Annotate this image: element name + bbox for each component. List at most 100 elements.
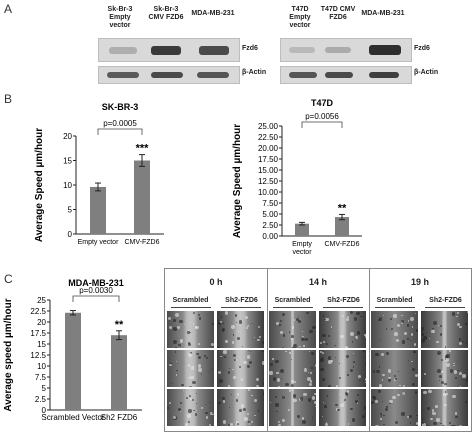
micrograph-image: [217, 311, 264, 348]
actin-label: β-Actin: [414, 69, 439, 76]
mda-mb-231-chart: MDA-MB-231 Average speed µm/hour 0 2.5 5 7.5 1…: [3, 278, 142, 422]
fzd6-blot-left: [98, 38, 240, 62]
timepoint-label: 0 h: [209, 277, 223, 287]
y-tick-label: 15: [37, 340, 46, 349]
bar: [295, 223, 309, 236]
y-axis-label: Average Speed µm/hour: [34, 128, 45, 242]
micrograph-image: [269, 389, 316, 426]
significance-marker: ***: [136, 143, 150, 155]
micrograph-image: [421, 389, 468, 426]
micrograph-image: [371, 311, 418, 348]
lane-label: MDA-MB-231: [191, 10, 235, 17]
actin-label: β-Actin: [242, 69, 267, 76]
micrograph-image: [269, 350, 316, 387]
y-tick-label: 20: [37, 318, 46, 327]
condition-label: Sh2-FZD6: [429, 297, 462, 304]
y-tick-label: 0.00: [262, 232, 278, 241]
panel-a-letter: A: [4, 2, 13, 16]
micrograph-image: [319, 311, 366, 348]
lane-label: T47D Empty vector: [289, 6, 311, 29]
sk-br-3-chart: SK-BR-3 Average Speed µm/hour 0 5 10 15 20 Empt…: [34, 102, 164, 246]
y-tick-label: 5: [42, 384, 47, 393]
y-axis-label: Average speed µm/hour: [3, 298, 14, 411]
y-tick-label: 20.00: [258, 144, 279, 153]
y-tick-label: 12.5: [30, 351, 46, 360]
micrograph-image: [167, 311, 214, 348]
micrograph-image: [421, 311, 468, 348]
y-tick-label: 10.00: [258, 188, 279, 197]
condition-label: Sh2-FZD6: [225, 297, 258, 304]
category-label: Scrambled Vector: [41, 413, 104, 422]
lane-label: MDA-MB-231: [361, 10, 405, 17]
micrograph-grid: 0 h 14 h 19 h Scrambled Sh2-FZD6 Scrambl…: [164, 268, 472, 432]
chart-title: T47D: [311, 98, 334, 108]
lane-label: T47D CMV FZD6: [320, 6, 356, 21]
chart-title: MDA-MB-231: [68, 278, 124, 288]
micrograph-image: [269, 311, 316, 348]
p-value-bracket: [301, 121, 343, 128]
y-tick-label: 12.50: [258, 177, 279, 186]
condition-label: Scrambled: [172, 297, 209, 304]
y-tick-label: 2.5: [35, 395, 47, 404]
y-tick-label: 0: [68, 230, 73, 239]
y-tick-label: 25: [37, 296, 46, 305]
micrograph-image: [421, 350, 468, 387]
t47d-chart: T47D Average Speed µm/hour 0.00 2.50 5.00 7.5…: [232, 98, 362, 256]
y-tick-label: 17.5: [30, 329, 46, 338]
category-label: Empty: [292, 241, 312, 248]
chart-title: SK-BR-3: [102, 102, 139, 112]
actin-blot-left: [98, 66, 240, 84]
panel-c-letter: C: [4, 272, 13, 286]
p-value-label: p=0.0030: [79, 286, 113, 295]
micrograph-image: [217, 389, 264, 426]
p-value-label: p=0.0005: [103, 119, 137, 128]
category-label: vector: [292, 249, 312, 256]
condition-label: Sh2-FZD6: [327, 297, 360, 304]
condition-label: Scrambled: [376, 297, 413, 304]
y-tick-label: 10: [63, 181, 72, 190]
y-tick-label: 7.50: [262, 199, 278, 208]
p-value-label: p=0.0056: [305, 112, 339, 121]
fzd6-label: Fzd6: [414, 45, 430, 52]
y-tick-label: 0: [42, 406, 47, 415]
micrograph-image: [217, 350, 264, 387]
actin-blot-right: [280, 66, 412, 84]
y-tick-label: 20: [63, 132, 72, 141]
y-tick-label: 22.50: [258, 133, 279, 142]
bar: [335, 217, 349, 236]
micrograph-image: [167, 350, 214, 387]
y-tick-label: 25.00: [258, 122, 279, 131]
column-divider: [267, 269, 268, 431]
column-divider: [369, 269, 370, 431]
y-tick-label: 2.50: [262, 221, 278, 230]
micrograph-image: [167, 389, 214, 426]
lane-label: Sk-Br-3 Empty vector: [107, 6, 133, 29]
micrograph-image: [371, 350, 418, 387]
p-value-bracket: [97, 128, 143, 135]
category-label: CMV-FZD6: [325, 241, 360, 248]
y-tick-label: 17.50: [258, 155, 279, 164]
y-axis-label: Average Speed µm/hour: [232, 124, 243, 238]
micrograph-image: [371, 389, 418, 426]
bar: [111, 335, 127, 410]
category-label: Sh2 FZD6: [101, 413, 138, 422]
significance-marker: **: [115, 319, 124, 331]
lane-label: Sk-Br-3 CMV FZD6: [148, 6, 184, 21]
panel-b-letter: B: [4, 92, 13, 106]
timepoint-label: 19 h: [410, 277, 429, 287]
y-tick-label: 7.5: [35, 373, 47, 382]
category-label: CMV-FZD6: [125, 239, 160, 246]
p-value-bracket: [72, 295, 120, 302]
bar: [65, 312, 81, 410]
bar: [90, 186, 106, 234]
micrograph-image: [319, 350, 366, 387]
y-tick-label: 15: [63, 157, 72, 166]
y-tick-label: 22.5: [30, 307, 46, 316]
condition-label: Scrambled: [274, 297, 311, 304]
y-tick-label: 15.00: [258, 166, 279, 175]
y-tick-label: 5: [68, 206, 73, 215]
timepoint-label: 14 h: [308, 277, 327, 287]
micrograph-image: [319, 389, 366, 426]
category-label: Empty vector: [78, 239, 120, 246]
fzd6-label: Fzd6: [242, 45, 258, 52]
